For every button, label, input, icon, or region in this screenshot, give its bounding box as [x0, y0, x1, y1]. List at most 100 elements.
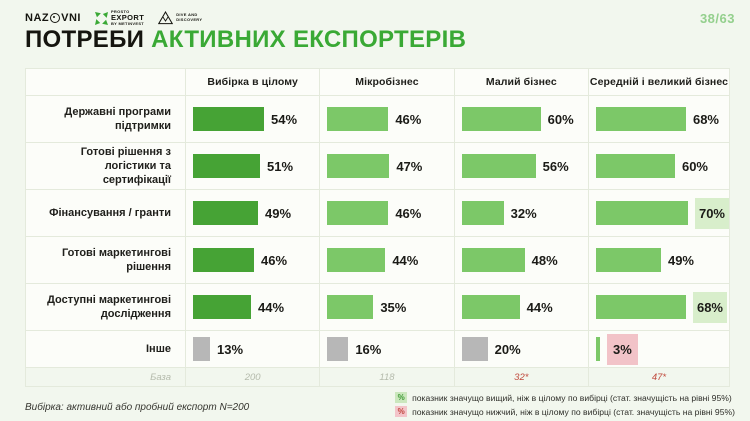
value-label: 44%: [526, 299, 553, 315]
base-value: 118: [320, 368, 455, 386]
value-label: 44%: [258, 299, 285, 315]
nazovni-logo-text-right: VNI: [61, 12, 81, 24]
row-label: Фінансування / гранти: [26, 190, 186, 237]
column-header: Вибірка в цілому: [186, 69, 321, 96]
base-value: 47*: [588, 368, 729, 386]
bar-cell: 20%: [454, 331, 589, 368]
value-label: 32%: [510, 205, 537, 221]
bar: [193, 337, 210, 361]
value-label: 46%: [261, 252, 288, 268]
bar: [595, 154, 675, 178]
bar-cell: 16%: [320, 331, 455, 368]
bar: [595, 295, 686, 319]
bar: [193, 201, 258, 225]
bar: [595, 248, 661, 272]
column-header: Середній і великий бізнес: [588, 69, 729, 96]
significance-legend: % показник значущо вищий, ніж в цілому по…: [395, 392, 735, 417]
legend-text: показник значущо вищий, ніж в цілому по …: [412, 392, 732, 403]
value-label: 35%: [380, 299, 407, 315]
value-label: 68%: [692, 291, 727, 323]
row-label: Готові маркетингові рішення: [26, 237, 186, 284]
bar-cell: 51%: [186, 143, 321, 190]
value-label: 54%: [271, 111, 298, 127]
value-label: 70%: [694, 197, 729, 229]
bar: [595, 201, 688, 225]
value-label: 68%: [692, 111, 719, 127]
bar: [327, 201, 389, 225]
bar-cell: 48%: [454, 237, 589, 284]
row-label: Інше: [26, 331, 186, 368]
bar-cell: 60%: [588, 143, 729, 190]
bar-cell: 60%: [454, 96, 589, 143]
column-header: Мікробізнес: [320, 69, 455, 96]
legend-item-lower: % показник значущо нижчий, ніж в цілому п…: [395, 406, 735, 417]
nazovni-logo: NAZ VNI: [25, 12, 81, 24]
bar: [461, 107, 541, 131]
legend-text: показник значущо нижчий, ніж в цілому по…: [412, 406, 735, 417]
value-label: 3%: [606, 333, 638, 365]
base-value: 32*: [454, 368, 589, 386]
bar-cell: 68%: [588, 284, 729, 331]
value-label: 48%: [531, 252, 558, 268]
bar-cell: 13%: [186, 331, 321, 368]
value-label: 13%: [217, 341, 244, 357]
discovery-logo-line2: DISCOVERY: [176, 17, 203, 22]
top-bar: NAZ VNI PROSTO EXPORT BY METINVEST: [25, 8, 735, 28]
bar: [595, 337, 600, 361]
bar: [193, 248, 254, 272]
value-label: 16%: [355, 341, 382, 357]
value-label: 51%: [267, 158, 294, 174]
bar-cell: 54%: [186, 96, 321, 143]
needs-table: Вибірка в цілому Мікробізнес Малий бізнес С…: [25, 68, 730, 387]
export-logo-main: EXPORT: [110, 13, 145, 23]
bar: [461, 201, 504, 225]
bar-cell: 68%: [588, 96, 729, 143]
bar: [327, 107, 389, 131]
bar-cell: 44%: [454, 284, 589, 331]
value-label: 56%: [542, 158, 569, 174]
bar-cell: 49%: [588, 237, 729, 284]
value-label: 20%: [494, 341, 521, 357]
base-label: База: [26, 368, 186, 386]
page-number: 38/63: [699, 10, 735, 26]
discovery-logo-line1: DIVE AND: [176, 12, 198, 18]
bar-cell: 56%: [454, 143, 589, 190]
bar: [193, 107, 264, 131]
bar: [327, 154, 390, 178]
bar: [461, 337, 488, 361]
bar-cell: 49%: [186, 190, 321, 237]
discovery-logo: DIVE AND DISCOVERY: [158, 11, 202, 25]
bar-cell: 32%: [454, 190, 589, 237]
bar-cell: 47%: [320, 143, 455, 190]
bar: [595, 107, 686, 131]
nazovni-o-icon: [50, 13, 61, 23]
column-header: Малий бізнес: [454, 69, 589, 96]
bar-cell: 35%: [320, 284, 455, 331]
legend-chip-higher: %: [395, 392, 408, 403]
bar-cell: 46%: [320, 96, 455, 143]
page-title-black: ПОТРЕБИ: [25, 26, 152, 53]
base-value: 200: [186, 368, 321, 386]
sample-footnote: Вибірка: активний або пробний експорт N=…: [25, 402, 250, 413]
value-label: 44%: [392, 252, 419, 268]
export-logo: PROSTO EXPORT BY METINVEST: [94, 9, 145, 26]
pinwheel-icon: [94, 11, 108, 25]
bar: [327, 248, 386, 272]
bar-cell: 46%: [320, 190, 455, 237]
value-label: 46%: [395, 205, 422, 221]
export-logo-top: PROSTO: [110, 9, 130, 15]
bar: [327, 337, 349, 361]
value-label: 46%: [395, 111, 422, 127]
value-label: 47%: [396, 158, 423, 174]
nazovni-logo-text-left: NAZ: [25, 12, 50, 24]
legend-chip-lower: %: [395, 406, 408, 417]
table-corner: [26, 69, 186, 96]
logo-group: NAZ VNI PROSTO EXPORT BY METINVEST: [25, 10, 202, 26]
legend-item-higher: % показник значущо вищий, ніж в цілому по…: [395, 392, 732, 403]
value-label: 49%: [265, 205, 292, 221]
bar: [327, 295, 374, 319]
bar-cell: 46%: [186, 237, 321, 284]
bar: [193, 154, 260, 178]
bar: [461, 248, 525, 272]
